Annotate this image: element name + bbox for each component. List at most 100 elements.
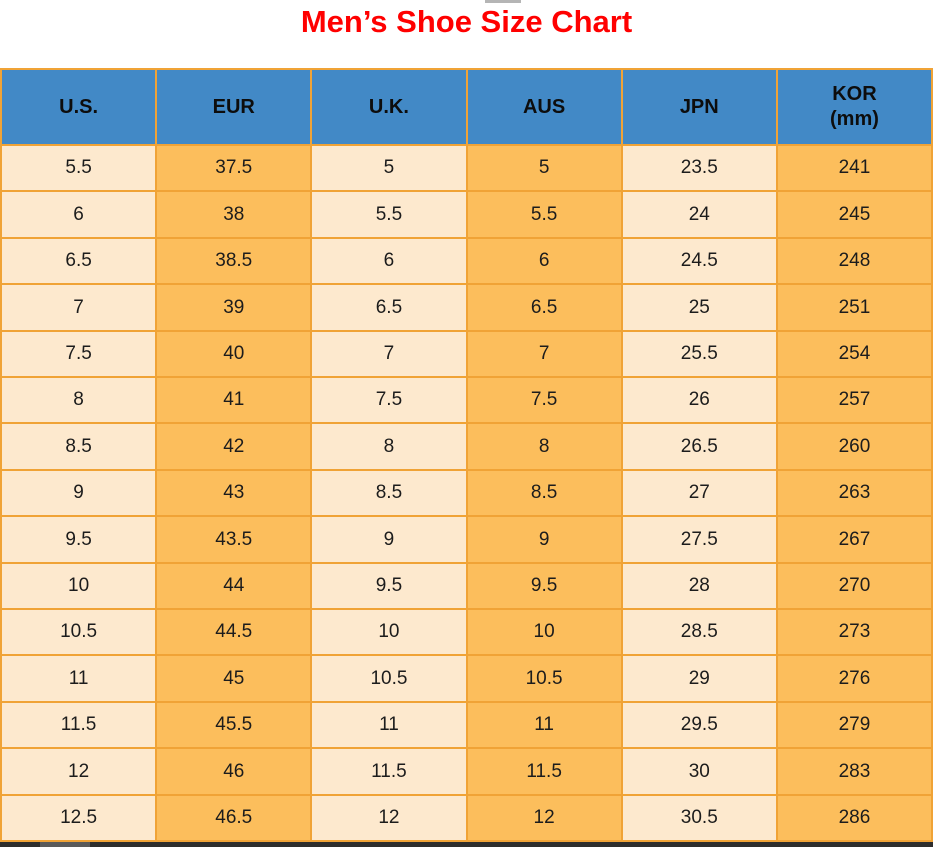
table-cell: 276 <box>775 656 932 701</box>
table-cell: 9.5 <box>465 563 621 609</box>
table-cell: 283 <box>775 749 932 794</box>
table-cell: 11 <box>2 656 156 701</box>
table-cell: 6.5 <box>2 238 156 284</box>
table-cell: 25.5 <box>620 331 776 377</box>
table-cell: 43 <box>155 470 311 516</box>
table-cell: 24 <box>620 192 776 237</box>
table-cell: 8.5 <box>2 424 156 469</box>
header-label: EUR <box>212 95 255 118</box>
table-cell: 6 <box>465 238 621 284</box>
table-cell: 10 <box>465 610 621 655</box>
table-cell: 7 <box>2 285 156 330</box>
header-sublabel: (mm) <box>830 108 879 130</box>
table-cell: 245 <box>775 192 932 237</box>
table-cell: 27 <box>620 470 776 516</box>
table-cell: 251 <box>775 285 932 330</box>
table-row: 9.5 43.5 9 9 27.5 267 <box>2 515 932 562</box>
table-cell: 38 <box>155 192 311 237</box>
table-cell: 6.5 <box>310 285 466 330</box>
horizontal-scrollbar[interactable] <box>0 842 933 847</box>
table-row: 12.5 46.5 12 12 30.5 286 <box>2 793 932 841</box>
header-label: AUS <box>522 95 566 118</box>
table-cell: 8 <box>465 424 621 469</box>
table-cell: 263 <box>775 470 932 516</box>
table-cell: 9 <box>465 517 621 562</box>
table-cell: 28.5 <box>620 610 776 655</box>
table-cell: 5.5 <box>465 192 621 237</box>
table-cell: 5 <box>465 146 621 191</box>
table-cell: 7.5 <box>465 378 621 423</box>
table-cell: 257 <box>775 378 932 423</box>
scrollbar-thumb[interactable] <box>40 842 90 847</box>
table-cell: 26.5 <box>620 424 776 469</box>
table-cell: 6 <box>310 238 466 284</box>
table-cell: 30 <box>620 749 776 794</box>
table-cell: 11.5 <box>310 749 466 794</box>
table-cell: 12 <box>310 795 466 841</box>
table-cell: 7.5 <box>2 331 156 377</box>
table-cell: 39 <box>155 285 311 330</box>
table-cell: 29.5 <box>620 702 776 748</box>
table-cell: 241 <box>775 146 932 191</box>
table-cell: 254 <box>775 331 932 377</box>
table-cell: 12 <box>2 749 156 794</box>
table-cell: 9 <box>310 517 466 562</box>
table-cell: 9 <box>2 470 156 516</box>
table-cell: 46 <box>155 749 311 794</box>
table-cell: 27.5 <box>620 517 776 562</box>
header-label: U.K. <box>368 95 409 118</box>
table-cell: 44.5 <box>155 610 311 655</box>
page-title: Men’s Shoe Size Chart <box>300 4 633 39</box>
table-cell: 7.5 <box>310 378 466 423</box>
table-cell: 38.5 <box>155 238 311 284</box>
header-cell-aus: AUS <box>465 70 621 144</box>
table-cell: 29 <box>620 656 776 701</box>
table-cell: 7 <box>310 331 466 377</box>
table-cell: 8 <box>310 424 466 469</box>
table-cell: 25 <box>620 285 776 330</box>
table-cell: 248 <box>775 238 932 284</box>
top-edge-artifact <box>485 0 521 3</box>
header-label: JPN <box>679 95 719 118</box>
table-cell: 45.5 <box>155 702 311 748</box>
table-cell: 43.5 <box>155 517 311 562</box>
table-cell: 11 <box>310 702 466 748</box>
table-cell: 9.5 <box>2 517 156 562</box>
table-cell: 46.5 <box>155 795 311 841</box>
header-cell-jpn: JPN <box>620 70 776 144</box>
table-cell: 23.5 <box>620 146 776 191</box>
table-cell: 28 <box>620 563 776 609</box>
table-row: 10.5 44.5 10 10 28.5 273 <box>2 608 932 655</box>
table-cell: 11 <box>465 702 621 748</box>
table-row: 5.5 37.5 5 5 23.5 241 <box>2 144 932 191</box>
table-row: 6.5 38.5 6 6 24.5 248 <box>2 236 932 284</box>
header-cell-kor-mm: KOR (mm) <box>775 70 932 144</box>
table-row: 8 41 7.5 7.5 26 257 <box>2 376 932 423</box>
table-row: 11.5 45.5 11 11 29.5 279 <box>2 700 932 748</box>
table-row: 8.5 42 8 8 26.5 260 <box>2 422 932 469</box>
table-cell: 8.5 <box>465 470 621 516</box>
table-row: 12 46 11.5 11.5 30 283 <box>2 747 932 794</box>
table-cell: 12 <box>465 795 621 841</box>
table-cell: 10 <box>310 610 466 655</box>
table-cell: 286 <box>775 795 932 841</box>
table-cell: 5.5 <box>2 146 156 191</box>
table-row: 7 39 6.5 6.5 25 251 <box>2 283 932 330</box>
table-row: 9 43 8.5 8.5 27 263 <box>2 468 932 516</box>
table-row: 6 38 5.5 5.5 24 245 <box>2 190 932 237</box>
table-row: 7.5 40 7 7 25.5 254 <box>2 329 932 377</box>
table-row: 11 45 10.5 10.5 29 276 <box>2 654 932 701</box>
table-cell: 11.5 <box>2 702 156 748</box>
table-cell: 11.5 <box>465 749 621 794</box>
table-row: 10 44 9.5 9.5 28 270 <box>2 561 932 609</box>
table-cell: 6 <box>2 192 156 237</box>
table-cell: 10.5 <box>310 656 466 701</box>
table-cell: 7 <box>465 331 621 377</box>
table-cell: 40 <box>155 331 311 377</box>
table-cell: 10.5 <box>465 656 621 701</box>
table-cell: 30.5 <box>620 795 776 841</box>
table-cell: 267 <box>775 517 932 562</box>
header-label: U.S. <box>59 95 99 118</box>
table-cell: 273 <box>775 610 932 655</box>
table-header-row: U.S. EUR U.K. AUS JPN KOR (mm) <box>2 70 932 144</box>
